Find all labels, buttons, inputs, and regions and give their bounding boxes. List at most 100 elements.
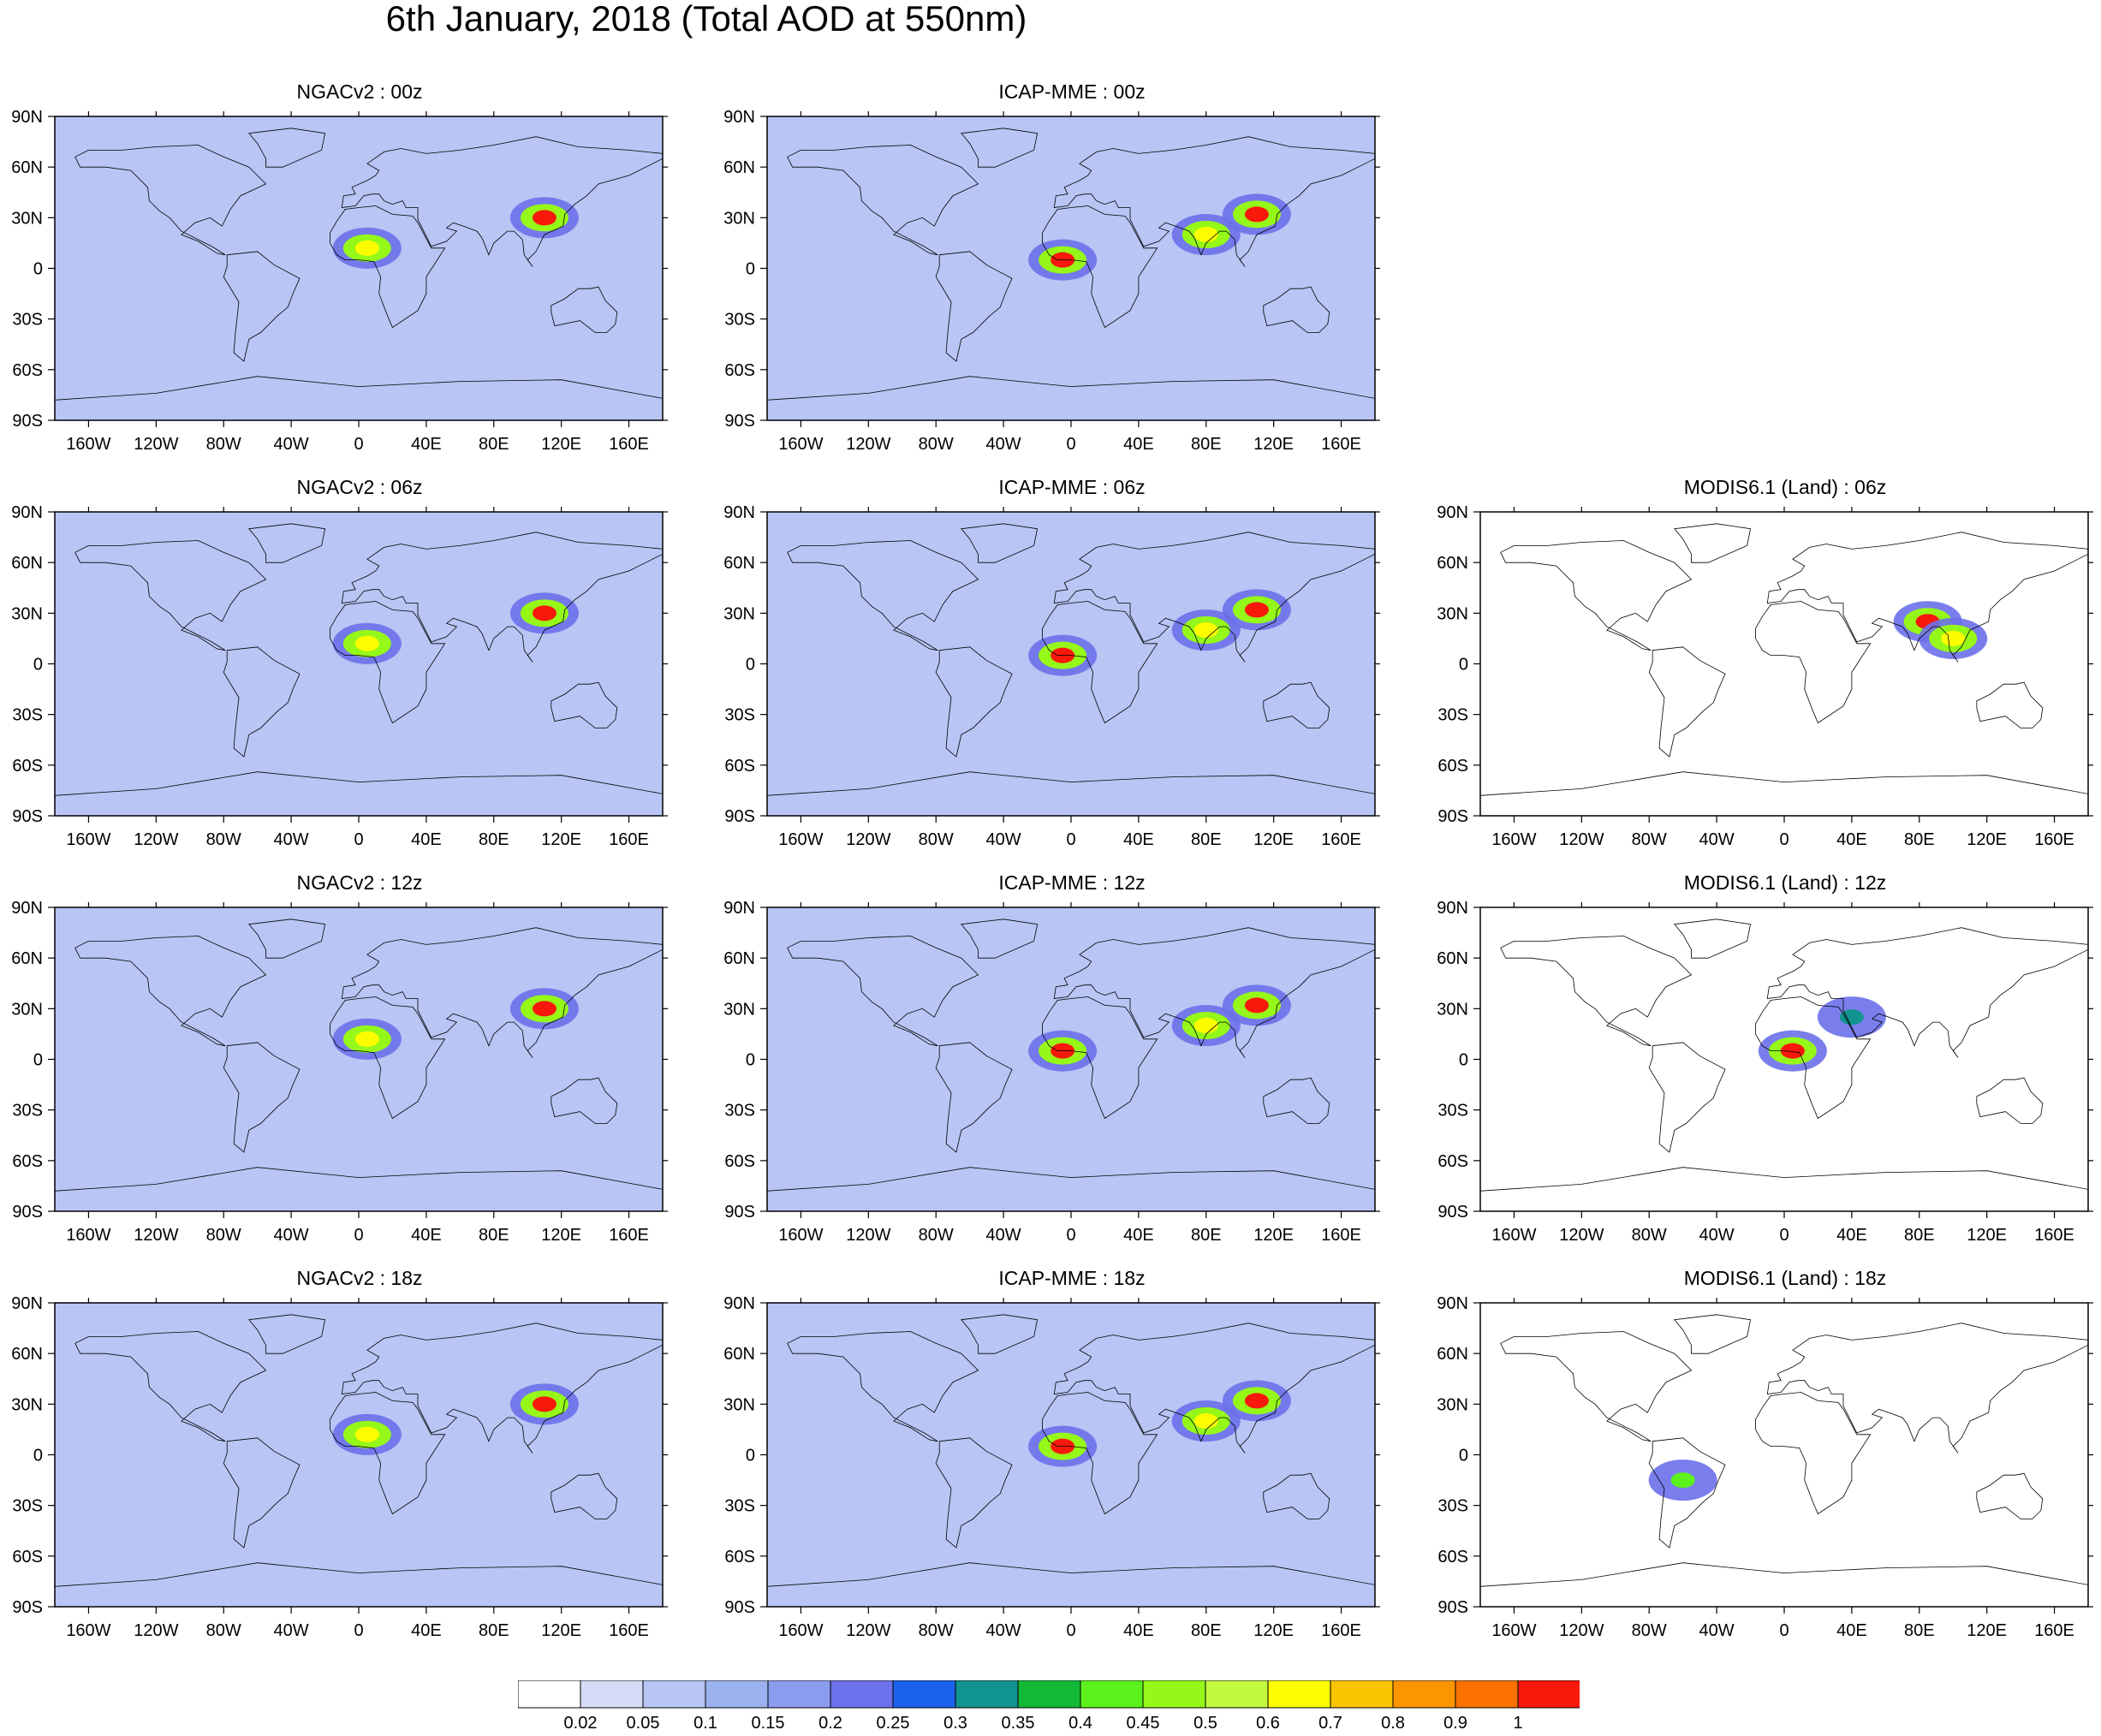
coastline [74,540,267,651]
colorbar-label: 0.2 [818,1714,842,1732]
y-tick-label: 30N [1437,1395,1468,1414]
y-tick-label: 30N [11,604,43,623]
x-tick-label: 40W [1699,1226,1735,1245]
x-tick-label: 80E [1191,1226,1222,1245]
x-tick-label: 0 [354,1621,363,1640]
map-icap-mme-06z: 160W 120W 80W 40W 0 40E 80E 120E 160E 90N 60N 30N 0 3… [723,503,1380,849]
colorbar-label: 1 [1513,1714,1522,1732]
coastline [248,128,326,168]
panel-icap-mme-18z: ICAP-MME : 18z 160W 120W 80W 40W 0 40E 80E 120E 1… [712,1266,1380,1647]
hotspot-3 [1193,1018,1218,1034]
coastline [935,251,1013,362]
y-tick-label: 90N [11,108,43,127]
x-tick-label: 120E [541,435,581,454]
map-modis6-1-land-06z: 160W 120W 80W 40W 0 40E 80E 120E 160E 90N 60N 30N 0 3… [1437,503,2093,849]
coastline [1648,1042,1726,1153]
x-tick-label: 120W [134,1621,178,1640]
x-tick-label: 0 [354,830,363,849]
coastline [961,1314,1039,1354]
x-tick-label: 160E [1321,830,1361,849]
x-tick-label: 80W [919,830,954,849]
y-tick-label: 60N [11,158,43,177]
y-tick-label: 90S [724,412,755,431]
hotspot-2 [1244,602,1269,618]
panel-title: NGACv2 : 18z [296,1267,423,1289]
y-tick-label: 0 [746,260,755,279]
y-tick-label: 60S [1437,1152,1468,1171]
x-tick-label: 40W [1699,1621,1735,1640]
hotspot-3 [1193,622,1218,639]
hotspot-3 [1193,1413,1218,1430]
colorbar-label: 0.1 [693,1714,717,1732]
x-tick-label: 160W [778,1226,823,1245]
panel-modis6-1-land-06z: MODIS6.1 (Land) : 06z 160W 120W 80W 40W 0 40E 8… [1425,475,2093,856]
x-tick-label: 120E [1253,435,1294,454]
coastline [1053,532,1376,663]
coastline [1042,996,1158,1120]
x-tick-label: 120W [846,1621,890,1640]
x-tick-label: 160E [609,1621,649,1640]
y-tick-label: 0 [33,1447,43,1465]
y-tick-label: 90N [1437,1294,1468,1313]
x-tick-label: 160E [1321,435,1361,454]
hotspot-2 [1244,206,1269,223]
x-tick-label: 0 [354,435,363,454]
x-tick-label: 120E [1967,830,2007,849]
aod-field [1480,512,2088,816]
coastline [1263,1077,1330,1124]
panel-title: NGACv2 : 00z [296,80,423,103]
y-tick-label: 30S [1437,1497,1468,1516]
x-tick-label: 40E [1836,1621,1867,1640]
aod-field [1480,1303,2088,1607]
panel-modis6-1-land-12z: MODIS6.1 (Land) : 12z 160W 120W 80W 40W 0 40E 8… [1425,871,2093,1251]
y-tick-label: 60N [1437,949,1468,968]
map-plot-area: 160W 120W 80W 40W 0 40E 80E 120E 160E 90N 60N 30N 0 3… [1437,503,2093,849]
y-tick-label: 90N [723,899,755,918]
x-tick-label: 0 [1779,1226,1789,1245]
coastline [1766,927,2089,1058]
map-plot-area: 160W 120W 80W 40W 0 40E 80E 120E 160E 90N 60N 30N 0 3… [723,108,1380,454]
x-tick-label: 80E [1191,1621,1222,1640]
x-tick-label: 80W [919,435,954,454]
y-tick-label: 30S [12,1497,43,1516]
coastline [74,936,267,1047]
panel-title: ICAP-MME : 18z [998,1267,1146,1289]
x-tick-label: 120W [846,435,890,454]
x-tick-label: 40W [986,830,1021,849]
panel-title: NGACv2 : 06z [296,476,423,498]
coastline [1766,532,2089,663]
colorbar-box [1017,1680,1081,1709]
x-tick-label: 160W [1491,830,1536,849]
panel-ngacv2-12z: NGACv2 : 12z 160W 120W 80W 40W 0 40E 80E 120E 160… [0,871,668,1251]
coastline [1976,1472,2044,1519]
y-tick-label: 0 [33,260,43,279]
colorbar-box [955,1680,1019,1709]
x-tick-label: 40E [1836,1226,1867,1245]
map-plot-area: 160W 120W 80W 40W 0 40E 80E 120E 160E 90N 60N 30N 0 3… [1437,1294,2093,1640]
coastline [551,1077,618,1124]
y-tick-label: 30S [1437,706,1468,725]
colorbar-label: 0.4 [1068,1714,1092,1732]
x-tick-label: 160W [778,830,823,849]
coastline [1755,996,1872,1120]
colorbar-label: 0.05 [627,1714,660,1732]
y-tick-label: 60S [12,757,43,776]
colorbar-box [517,1680,581,1709]
coastline [1500,936,1693,1047]
x-tick-label: 40E [1123,830,1154,849]
x-tick-label: 40E [1123,1621,1154,1640]
coastline [551,1472,618,1519]
main-title: 6th January, 2018 (Total AOD at 550nm) [385,0,1027,39]
y-tick-label: 0 [1459,656,1468,675]
coastline [1976,681,2044,728]
x-tick-label: 80E [1904,830,1935,849]
hotspot-2 [532,210,556,226]
x-tick-label: 80W [206,830,241,849]
colorbar-label: 0.35 [1002,1714,1035,1732]
coastline [74,145,267,256]
x-tick-label: 120W [846,1226,890,1245]
y-tick-label: 30N [1437,604,1468,623]
coastline [1648,1437,1726,1549]
x-tick-label: 120E [541,830,581,849]
y-tick-label: 30N [723,209,755,228]
